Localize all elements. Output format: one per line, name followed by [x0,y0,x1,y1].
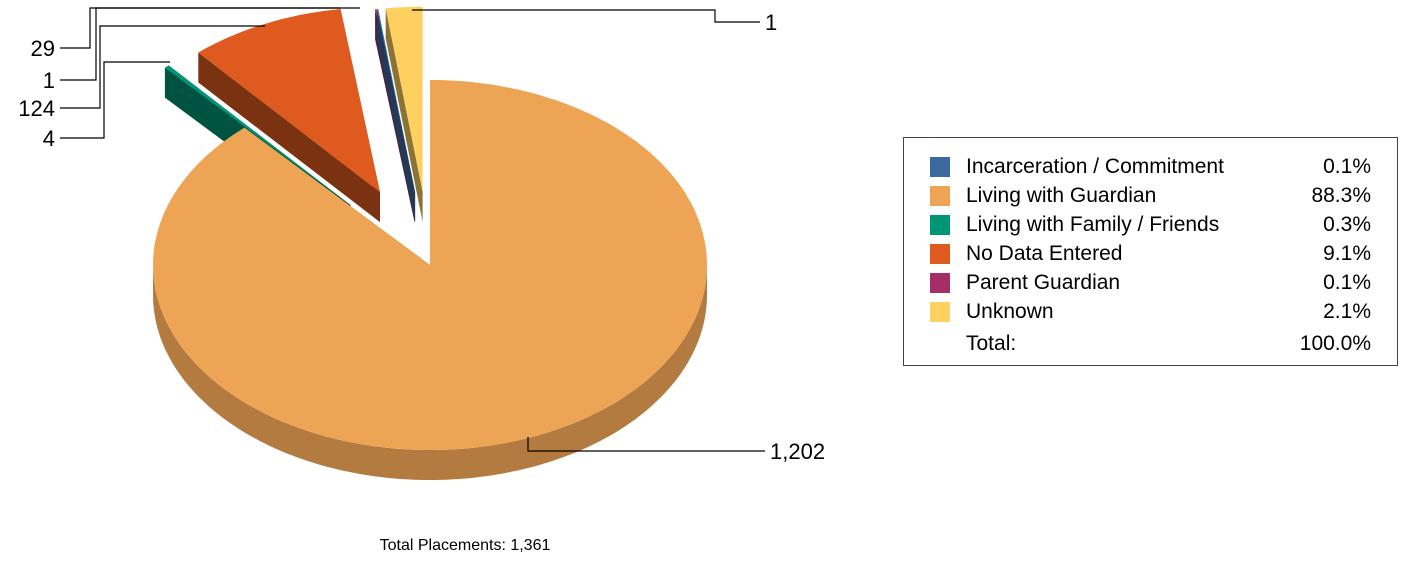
legend-label: Living with Guardian [966,184,1157,207]
legend-item-unknown: Unknown 2.1% [930,299,1371,325]
slice-top [385,6,423,192]
data-label: 1 [765,10,777,35]
legend-percent: 0.1% [1323,271,1371,294]
legend-label: Unknown [966,300,1054,323]
pie-slice [376,8,416,223]
slice-wall [385,8,423,222]
slice-wall [198,52,380,223]
legend: Incarceration / Commitment 0.1% Living w… [903,137,1398,366]
leader-lines [60,7,765,452]
legend-label: Parent Guardian [966,271,1121,294]
legend-label: No Data Entered [966,242,1123,265]
pie-slice [198,9,380,223]
legend-swatch [930,273,950,293]
data-label: 1,202 [770,439,825,464]
legend-label: Living with Family / Friends [966,213,1220,236]
slice-top [164,65,351,206]
data-label: 124 [18,96,55,121]
data-label: 4 [43,126,55,151]
legend-item-living-with-guardian: Living with Guardian 88.3% [930,183,1371,209]
total-placements: Total Placements: 1,361 [379,537,551,554]
slice-side [153,265,707,480]
legend-item-incarceration: Incarceration / Commitment 0.1% [930,154,1371,180]
legend-swatch [930,215,950,235]
legend-percent: 2.1% [1323,300,1371,323]
slice-top [198,9,380,193]
slice-top [376,8,416,193]
legend-percent: 9.1% [1323,242,1371,265]
legend-swatch [930,186,950,206]
data-label: 1 [43,68,55,93]
legend-swatch [930,157,950,177]
legend-item-no-data-entered: No Data Entered 9.1% [930,241,1371,267]
legend-percent: 88.3% [1311,184,1371,207]
legend-total-percent: 100.0% [1299,332,1371,355]
pie-slices [153,6,707,480]
legend-swatch [930,302,950,322]
legend-percent: 0.3% [1323,213,1371,236]
legend-percent: 0.1% [1323,155,1371,178]
legend-label: Incarceration / Commitment [966,155,1224,178]
slice-wall [378,8,416,223]
leader-line [527,437,765,452]
legend-swatch-blank [930,334,950,354]
legend-item-parent-guardian: Parent Guardian 0.1% [930,270,1371,296]
pie-slice [385,6,423,222]
leader-line [60,25,265,109]
legend-item-living-with-family: Living with Family / Friends 0.3% [930,212,1371,238]
data-label: 29 [31,36,55,61]
pie-slice [153,80,707,480]
legend-swatch [930,244,950,264]
slice-top [153,80,707,450]
legend-total-row: Total: 100.0% [930,331,1371,357]
leader-line [60,61,170,139]
data-labels: 1 1,202 4 124 1 29 [18,10,825,464]
legend-total-label: Total: [966,332,1017,355]
leader-line [60,7,340,49]
pie-chart: 1 1,202 4 124 1 29 [18,6,825,480]
leader-line [412,9,760,23]
